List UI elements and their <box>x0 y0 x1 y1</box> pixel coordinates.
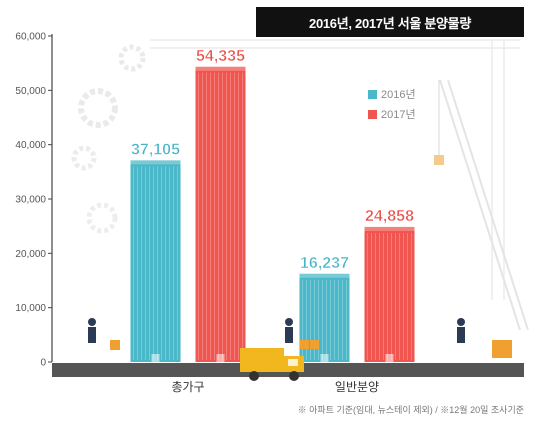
category-label: 일반분양 <box>335 380 379 394</box>
data-label: 24,858 <box>365 208 414 225</box>
worker-icon <box>88 318 120 350</box>
y-axis: 0 10,000 20,000 30,000 40,000 50,000 60,000 <box>15 32 53 369</box>
data-labels-group: 37,105 54,335 16,237 24,858 <box>131 48 415 272</box>
y-tick-label: 20,000 <box>15 249 46 260</box>
data-label: 54,335 <box>196 48 245 65</box>
worker-icon <box>457 318 512 358</box>
gear-icon <box>118 44 146 72</box>
crane-arm <box>439 79 529 331</box>
category-label: 총가구 <box>171 380 204 394</box>
chart-title: 2016년, 2017년 서울 분양물량 <box>256 7 524 37</box>
bar-2017-total <box>195 66 246 362</box>
bar-2016-total <box>130 160 181 362</box>
truck-icon <box>240 348 304 381</box>
y-tick-label: 40,000 <box>15 140 46 151</box>
gear-icon <box>78 88 118 128</box>
legend-swatch-2017 <box>368 109 377 119</box>
y-tick-label: 30,000 <box>15 195 46 206</box>
y-tick-label: 60,000 <box>15 32 46 43</box>
legend-label-2016: 2016년 <box>381 89 416 101</box>
gear-icon <box>71 145 97 171</box>
legend: 2016년 2017년 <box>368 84 416 124</box>
background-illustration <box>71 39 529 331</box>
legend-swatch-2016 <box>368 89 377 99</box>
category-labels-group: 총가구 일반분양 <box>171 380 379 394</box>
footnote: ※ 아파트 기준(임대, 뉴스테이 제외) / ※12월 20일 조사기준 <box>297 405 524 415</box>
bar-2017-general <box>364 226 415 362</box>
legend-label-2017: 2017년 <box>381 109 416 121</box>
data-label: 16,237 <box>300 255 349 272</box>
y-tick-label: 50,000 <box>15 86 46 97</box>
data-label: 37,105 <box>131 141 180 158</box>
legend-item-2016: 2016년 <box>368 84 416 104</box>
gear-icon <box>86 202 118 234</box>
y-tick-label: 0 <box>40 358 46 369</box>
legend-item-2017: 2017년 <box>368 104 416 124</box>
crane-hook-box <box>434 155 444 165</box>
y-tick-label: 10,000 <box>15 303 46 314</box>
crane-truss-top <box>150 39 520 49</box>
worker-icon <box>285 318 319 349</box>
